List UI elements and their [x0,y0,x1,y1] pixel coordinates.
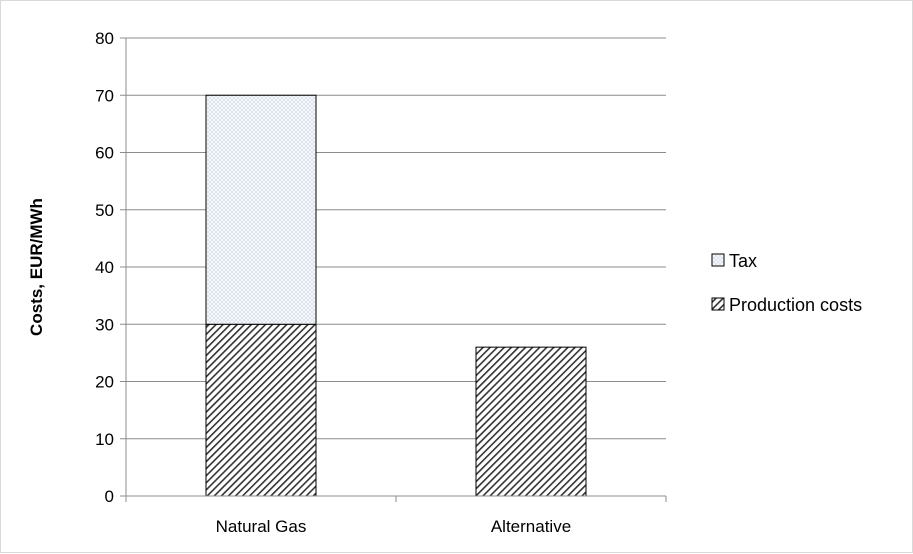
y-tick-label: 40 [95,258,114,277]
legend-label: Production costs [729,295,862,315]
bar-tax-natural-gas [205,94,317,325]
y-tick-label: 30 [95,315,114,334]
bar-production-costs-natural-gas [205,323,317,497]
y-tick-label: 80 [95,29,114,48]
x-tick-label: Alternative [491,517,571,536]
axes: 0 10 20 30 40 50 60 70 80 Natural Gas Alternative C… [27,29,667,536]
y-axis-title: Costs, EUR/MWh [27,198,46,336]
y-tick-label: 70 [95,86,114,105]
y-tick-label: 50 [95,201,114,220]
bar-production-costs-alternative [475,346,587,497]
y-tick-label: 10 [95,430,114,449]
legend-label: Tax [729,251,757,271]
y-tick-label: 20 [95,373,114,392]
legend: Tax Production costs [711,251,862,315]
legend-swatch [711,297,725,311]
legend-swatch [711,253,725,267]
bars [205,94,587,497]
x-tick-label: Natural Gas [216,517,307,536]
y-tick-label: 60 [95,144,114,163]
y-tick-label: 0 [105,487,114,506]
